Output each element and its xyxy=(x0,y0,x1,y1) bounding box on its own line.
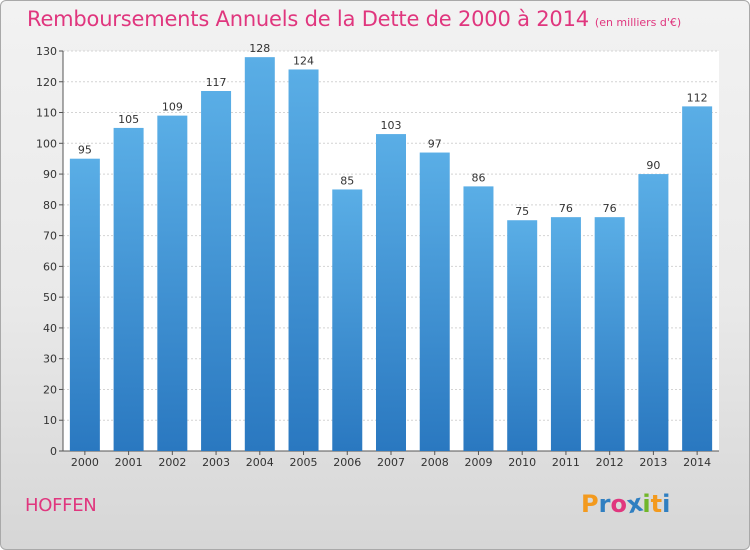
bar xyxy=(332,189,363,451)
value-label: 112 xyxy=(687,91,708,104)
logo-letter: i xyxy=(662,490,671,518)
x-tick-label: 2007 xyxy=(377,456,405,469)
y-tick-label: 10 xyxy=(43,414,57,427)
y-tick-label: 0 xyxy=(50,445,57,458)
logo-letter: i xyxy=(642,490,651,518)
proxiti-logo: Proxiti xyxy=(581,489,671,520)
y-tick-label: 60 xyxy=(43,260,57,273)
logo-letter: t xyxy=(650,490,663,518)
value-label: 128 xyxy=(249,42,270,55)
bar xyxy=(376,134,406,452)
x-tick-label: 2011 xyxy=(552,456,580,469)
y-tick-label: 20 xyxy=(43,383,57,396)
bar xyxy=(594,217,625,451)
value-label: 105 xyxy=(118,113,139,126)
bar xyxy=(157,115,188,451)
value-label: 117 xyxy=(206,76,227,89)
x-tick-label: 2006 xyxy=(333,456,361,469)
value-label: 85 xyxy=(340,174,354,187)
value-label: 86 xyxy=(471,171,485,184)
x-tick-label: 2010 xyxy=(508,456,536,469)
x-tick-label: 2004 xyxy=(246,456,274,469)
x-tick-label: 2008 xyxy=(421,456,449,469)
y-tick-label: 110 xyxy=(36,107,57,120)
bar xyxy=(419,152,450,452)
x-tick-label: 2003 xyxy=(202,456,230,469)
y-tick-label: 100 xyxy=(36,137,57,150)
title-main: Remboursements Annuels de la Dette de 20… xyxy=(27,7,589,31)
city-name: HOFFEN xyxy=(25,495,97,516)
bar xyxy=(682,106,713,451)
value-label: 95 xyxy=(78,144,92,157)
y-tick-label: 50 xyxy=(43,291,57,304)
bar xyxy=(69,158,100,451)
y-tick-label: 130 xyxy=(36,45,57,58)
y-tick-label: 120 xyxy=(36,76,57,89)
y-tick-label: 90 xyxy=(43,168,57,181)
bar xyxy=(507,220,538,451)
x-tick-label: 2002 xyxy=(158,456,186,469)
x-tick-label: 2009 xyxy=(464,456,492,469)
value-label: 97 xyxy=(428,138,442,151)
y-tick-label: 70 xyxy=(43,230,57,243)
bar xyxy=(113,127,144,451)
x-tick-label: 2013 xyxy=(639,456,667,469)
y-tick-label: 30 xyxy=(43,353,57,366)
y-tick-label: 80 xyxy=(43,199,57,212)
x-tick-label: 2001 xyxy=(115,456,143,469)
value-label: 103 xyxy=(381,119,402,132)
value-label: 124 xyxy=(293,54,314,67)
bar xyxy=(244,57,275,452)
bar xyxy=(550,217,581,451)
x-tick-label: 2005 xyxy=(290,456,318,469)
bar xyxy=(288,69,319,451)
value-label: 76 xyxy=(603,202,617,215)
value-label: 76 xyxy=(559,202,573,215)
value-label: 90 xyxy=(646,159,660,172)
chart-title: Remboursements Annuels de la Dette de 20… xyxy=(27,7,681,31)
logo-letter: o xyxy=(610,490,627,518)
x-tick-label: 2000 xyxy=(71,456,99,469)
logo-letter: r xyxy=(598,490,611,518)
logo-letter: P xyxy=(581,490,599,518)
bar xyxy=(201,91,232,451)
x-tick-label: 2014 xyxy=(683,456,711,469)
value-label: 109 xyxy=(162,101,183,114)
y-tick-label: 40 xyxy=(43,322,57,335)
bar xyxy=(638,174,669,452)
title-unit: (en milliers d'€) xyxy=(594,16,682,29)
bar xyxy=(463,186,494,451)
value-label: 75 xyxy=(515,205,529,218)
x-tick-label: 2012 xyxy=(596,456,624,469)
